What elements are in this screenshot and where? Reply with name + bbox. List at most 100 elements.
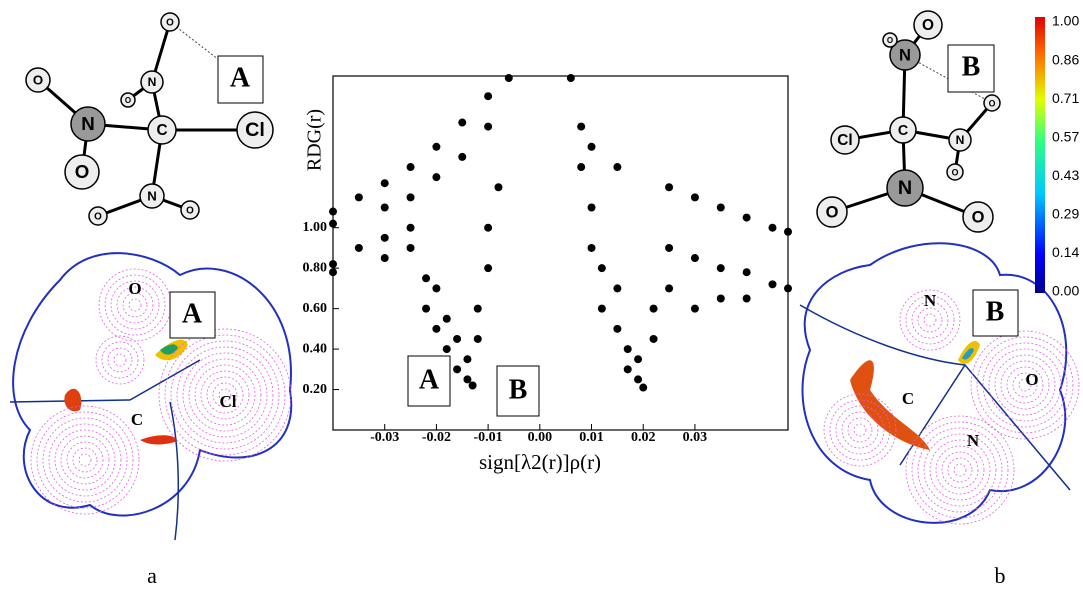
point xyxy=(588,244,596,252)
panel-label: A xyxy=(230,62,251,93)
point xyxy=(432,173,440,181)
point xyxy=(624,365,632,373)
point xyxy=(665,284,673,292)
point xyxy=(474,305,482,313)
point xyxy=(458,153,466,161)
surface-a4 xyxy=(140,435,176,444)
y-tick-label: 0.40 xyxy=(303,341,328,356)
point xyxy=(743,268,751,276)
point xyxy=(717,203,725,211)
map-atom: O xyxy=(1025,370,1038,389)
atom-label: Cl xyxy=(245,119,265,141)
atom-label: O xyxy=(826,203,839,221)
point xyxy=(639,384,647,392)
point xyxy=(717,264,725,272)
atom-label: O xyxy=(972,208,985,226)
contour xyxy=(49,424,121,496)
atom-label: O xyxy=(952,167,959,177)
y-axis-label: RDG(r) xyxy=(304,109,326,171)
caption: b xyxy=(995,563,1006,588)
point xyxy=(484,264,492,272)
point xyxy=(650,305,658,313)
map-label: B xyxy=(986,296,1005,327)
colorbar-label: 0.43 xyxy=(1052,167,1079,183)
colorbar xyxy=(1035,17,1045,293)
contour xyxy=(912,422,1008,518)
x-tick-label: 0.01 xyxy=(579,430,604,445)
contour xyxy=(31,406,139,514)
point xyxy=(494,183,502,191)
contour xyxy=(61,436,109,484)
path-line xyxy=(170,402,178,540)
contour xyxy=(43,418,127,502)
contour xyxy=(854,424,866,436)
contour xyxy=(936,446,984,494)
point xyxy=(484,123,492,131)
colorbar-label: 0.29 xyxy=(1052,206,1079,222)
point xyxy=(613,284,621,292)
x-tick-label: 0.02 xyxy=(631,430,656,445)
point xyxy=(355,193,363,201)
point xyxy=(588,143,596,151)
point xyxy=(463,375,471,383)
path-line xyxy=(800,305,1070,490)
point xyxy=(598,305,606,313)
map-label: A xyxy=(182,298,203,329)
x-tick-label: 0.03 xyxy=(683,430,708,445)
point xyxy=(691,305,699,313)
point xyxy=(432,284,440,292)
map-b-seam xyxy=(920,525,935,527)
point xyxy=(634,375,642,383)
atom-label: N xyxy=(899,46,911,64)
point xyxy=(665,244,673,252)
contour xyxy=(37,412,133,508)
caption: a xyxy=(147,563,157,588)
map-atom: C xyxy=(902,389,914,408)
contour xyxy=(114,354,126,366)
atom-label: N xyxy=(148,75,157,89)
point xyxy=(469,381,477,389)
point xyxy=(355,244,363,252)
atom-label: O xyxy=(33,72,43,87)
point xyxy=(458,119,466,127)
contour xyxy=(924,314,936,326)
contour xyxy=(129,299,141,311)
atom-label: O xyxy=(75,161,90,182)
contour xyxy=(942,452,978,488)
point xyxy=(577,123,585,131)
contour xyxy=(108,348,132,372)
plot-frame xyxy=(333,76,788,430)
map-atom: C xyxy=(131,410,143,429)
atom-label: O xyxy=(186,206,194,217)
atom-label: O xyxy=(94,212,102,223)
x-tick-label: -0.03 xyxy=(370,430,399,445)
point xyxy=(453,335,461,343)
atom-label: N xyxy=(81,113,95,134)
point xyxy=(691,193,699,201)
contour xyxy=(848,418,872,442)
contour xyxy=(948,458,972,482)
colorbar-label: 0.86 xyxy=(1052,51,1079,67)
colorbar-label: 0.71 xyxy=(1052,90,1079,106)
contour xyxy=(924,434,996,506)
contour xyxy=(96,336,144,384)
point xyxy=(484,224,492,232)
point xyxy=(743,295,751,303)
point xyxy=(691,254,699,262)
point xyxy=(407,224,415,232)
point xyxy=(407,193,415,201)
atom-label: N xyxy=(147,188,157,203)
colorbar-label: 0.00 xyxy=(1052,283,1079,299)
point xyxy=(717,295,725,303)
point xyxy=(650,335,658,343)
map-a-outline xyxy=(13,253,291,515)
point xyxy=(567,74,575,82)
point xyxy=(588,203,596,211)
x-axis-label: sign[λ2(r)]ρ(r) xyxy=(479,450,601,474)
contour xyxy=(830,400,890,460)
colorbar-label: 0.14 xyxy=(1052,244,1079,260)
atom-label: O xyxy=(887,36,893,45)
point xyxy=(407,163,415,171)
contour xyxy=(55,430,115,490)
atom-label: N xyxy=(898,177,912,199)
